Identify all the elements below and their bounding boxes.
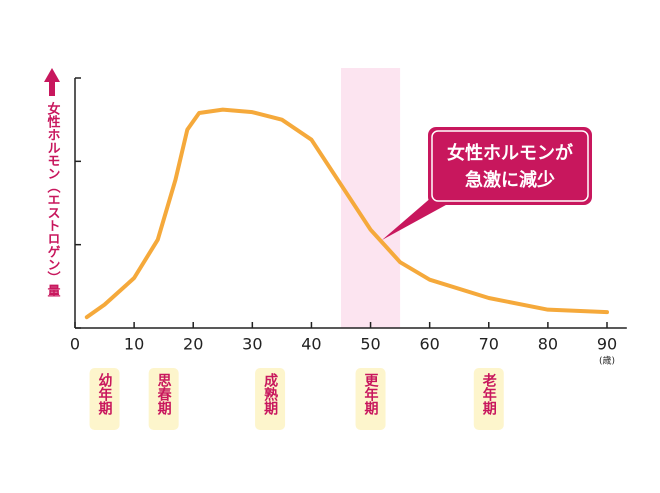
y-axis-label: 女性ホルモン（エストロゲン）量 xyxy=(45,101,62,298)
callout-text: 急激に減少 xyxy=(465,169,555,191)
y-arrow xyxy=(44,68,60,96)
x-tick-label: 20 xyxy=(183,335,203,354)
x-tick-label: 0 xyxy=(70,335,80,354)
callout-border xyxy=(431,130,589,202)
stage-box xyxy=(255,368,286,430)
x-tick-label: 30 xyxy=(242,335,262,354)
x-tick-label: 40 xyxy=(301,335,321,354)
x-unit: (歳) xyxy=(599,355,615,367)
stage-box xyxy=(473,368,504,430)
stage-label: 老年期 xyxy=(481,372,497,416)
x-tick-label: 60 xyxy=(419,335,439,354)
x-tick-label: 10 xyxy=(124,335,144,354)
callout-box xyxy=(428,127,592,205)
x-tick-label: 90 xyxy=(597,335,617,354)
stage-label: 幼年期 xyxy=(97,372,113,416)
stage-box xyxy=(148,368,179,430)
stage-box xyxy=(89,368,120,430)
callout-text: 女性ホルモンが xyxy=(447,142,573,164)
stage-label: 更年期 xyxy=(363,373,379,416)
data-line xyxy=(84,107,609,320)
x-tick-label: 70 xyxy=(479,335,499,354)
stage-label: 思春期 xyxy=(156,373,173,416)
x-tick-label: 80 xyxy=(538,335,558,354)
x-tick-label: 50 xyxy=(360,335,380,354)
stage-label: 成熟期 xyxy=(262,372,278,416)
stage-box xyxy=(355,368,386,430)
